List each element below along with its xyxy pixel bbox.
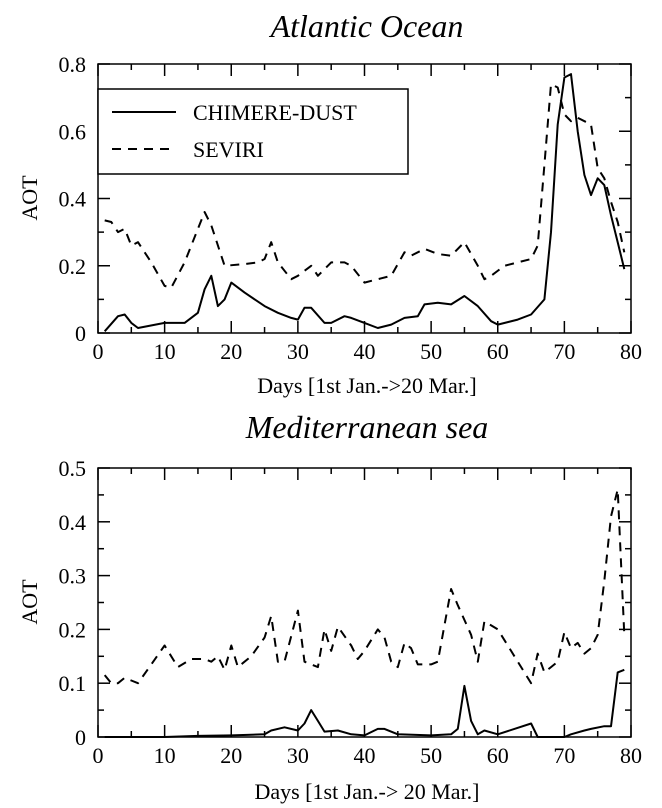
x-tick-label: 10 xyxy=(154,743,176,768)
y-tick-label: 0 xyxy=(75,321,86,346)
x-axis-label: Days [1st Jan.->20 Mar.] xyxy=(257,373,477,398)
x-tick-label: 40 xyxy=(354,339,376,364)
x-tick-label: 0 xyxy=(93,339,104,364)
chimere-dust-line xyxy=(104,668,625,738)
x-tick-label: 20 xyxy=(220,743,242,768)
chart-title: Atlantic Ocean xyxy=(269,8,464,44)
y-tick-label: 0.2 xyxy=(59,617,87,642)
y-tick-label: 0.2 xyxy=(59,254,87,279)
x-tick-label: 60 xyxy=(487,339,509,364)
x-tick-label: 30 xyxy=(287,339,309,364)
chimere-dust-line xyxy=(103,73,626,332)
x-tick-label: 20 xyxy=(220,339,242,364)
y-tick-label: 0.1 xyxy=(59,671,87,696)
chart-title: Mediterranean sea xyxy=(245,409,489,445)
tick-labels: 0 10 20 30 40 50 60 70 80 0 0.2 0.4 0.6 0.8 xyxy=(59,52,643,364)
y-tick-label: 0 xyxy=(75,725,86,750)
x-tick-label: 80 xyxy=(620,743,642,768)
tick-marks xyxy=(97,467,632,738)
y-tick-label: 0.8 xyxy=(59,52,87,77)
x-tick-label: 60 xyxy=(487,743,509,768)
legend-label-seviri: SEVIRI xyxy=(193,137,264,162)
plot-frame xyxy=(97,63,632,334)
y-tick-label: 0.3 xyxy=(59,564,87,589)
y-tick-label: 0.4 xyxy=(59,510,87,535)
y-axis-label: AOT xyxy=(17,579,42,625)
seviri-line xyxy=(103,488,626,685)
x-tick-label: 80 xyxy=(620,339,642,364)
mediterranean-panel: Mediterranean sea AOT Days [1st Jan.-> 2… xyxy=(17,409,642,804)
atlantic-panel: Atlantic Ocean AOT Days [1st Jan.->20 Ma… xyxy=(17,8,642,398)
plot-series xyxy=(103,488,626,738)
seviri-line xyxy=(104,83,626,289)
legend: CHIMERE-DUST SEVIRI xyxy=(97,88,409,175)
plot-frame xyxy=(97,467,632,738)
y-axis-label: AOT xyxy=(17,175,42,221)
legend-box xyxy=(97,88,409,175)
x-tick-label: 0 xyxy=(93,743,104,768)
x-tick-label: 10 xyxy=(154,339,176,364)
x-tick-label: 70 xyxy=(553,339,575,364)
y-tick-label: 0.6 xyxy=(59,119,87,144)
plot-series xyxy=(103,73,626,332)
x-tick-label: 40 xyxy=(354,743,376,768)
x-tick-label: 50 xyxy=(420,339,442,364)
y-tick-label: 0.5 xyxy=(59,456,87,481)
y-tick-label: 0.4 xyxy=(59,187,87,212)
x-tick-label: 30 xyxy=(287,743,309,768)
x-tick-label: 50 xyxy=(420,743,442,768)
x-tick-label: 70 xyxy=(553,743,575,768)
x-axis-label: Days [1st Jan.-> 20 Mar.] xyxy=(254,779,479,804)
tick-labels: 0 10 20 30 40 50 60 70 80 0 0.1 0.2 0.3 0.4 0.5 xyxy=(59,456,643,768)
legend-label-chimere: CHIMERE-DUST xyxy=(193,100,357,125)
